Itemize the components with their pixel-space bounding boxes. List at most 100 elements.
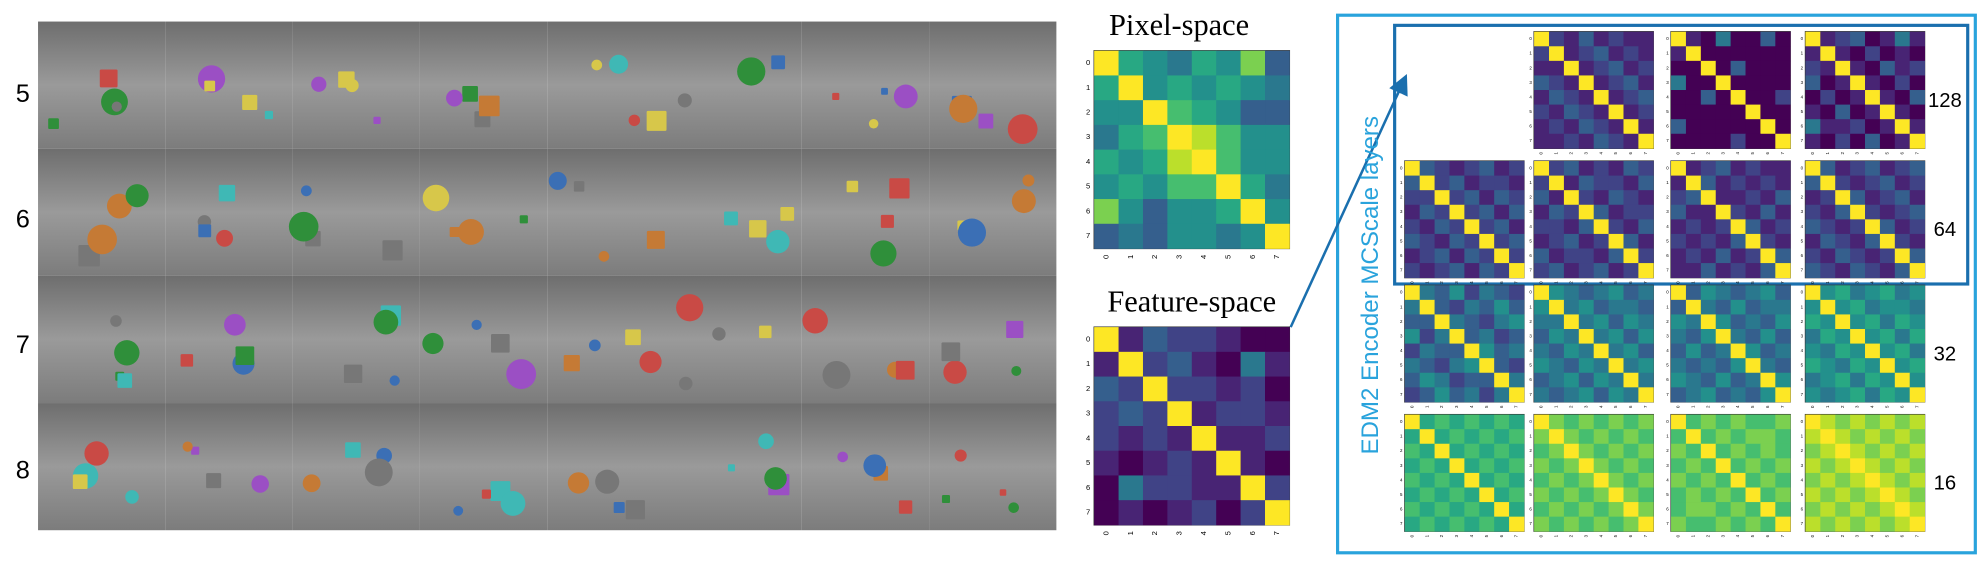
cell: [1638, 46, 1654, 62]
cell: [1464, 487, 1480, 503]
cell: [1775, 343, 1791, 359]
cell: [1578, 443, 1595, 459]
y-tick-label: 3: [1400, 209, 1403, 214]
cell: [1638, 133, 1654, 149]
cell: [1419, 487, 1435, 503]
cell: [1894, 372, 1911, 388]
cell: [1509, 429, 1525, 445]
cell: [1715, 248, 1732, 264]
cell: [1449, 458, 1465, 474]
cell: [1167, 223, 1193, 249]
cell: [1419, 358, 1435, 374]
cell: [1449, 414, 1465, 430]
cell: [1715, 343, 1732, 359]
cell: [1509, 343, 1525, 359]
y-tick-label: 1: [1086, 83, 1090, 92]
cell: [1434, 299, 1450, 315]
y-tick-label: 6: [1529, 253, 1532, 258]
cell: [1775, 119, 1791, 135]
cell: [1894, 133, 1911, 149]
cell: [1835, 90, 1851, 105]
x-tick-label: 7: [1780, 534, 1785, 537]
photo: [165, 403, 293, 531]
y-tick-label: 0: [1666, 419, 1669, 424]
cell: [1449, 372, 1465, 388]
y-tick-label: 4: [1801, 477, 1804, 482]
cell: [1671, 329, 1687, 344]
cell: [1118, 450, 1144, 476]
y-tick-label: 4: [1801, 348, 1804, 353]
cell: [1419, 502, 1435, 518]
cell: [1671, 372, 1687, 388]
cell: [1494, 175, 1510, 191]
cell: [1240, 401, 1266, 427]
y-tick-label: 2: [1529, 448, 1532, 453]
cell: [1449, 219, 1465, 235]
cell: [1894, 60, 1911, 76]
cell: [1730, 104, 1746, 120]
x-tick-label: 5: [1613, 534, 1618, 537]
cell: [1534, 133, 1550, 149]
y-tick-label: 7: [1529, 521, 1532, 526]
cell: [1909, 46, 1925, 62]
cell: [1494, 233, 1510, 249]
cell: [1730, 204, 1746, 220]
cell: [1850, 175, 1866, 191]
x-tick-label: 4: [1870, 151, 1875, 154]
cell: [1623, 190, 1639, 206]
y-tick-label: 7: [1801, 138, 1804, 143]
cell: [1894, 516, 1911, 532]
x-tick-label: 1: [1825, 151, 1830, 154]
cell: [1835, 314, 1851, 330]
object: [625, 500, 645, 520]
cell: [1265, 50, 1290, 76]
x-tick-label: 6: [1499, 534, 1504, 537]
y-tick-label: 0: [1529, 290, 1532, 295]
cell: [1509, 472, 1525, 488]
cell: [1700, 414, 1717, 430]
cell: [1879, 387, 1896, 403]
object: [613, 501, 625, 513]
cell: [1835, 329, 1851, 344]
cell: [1479, 358, 1495, 374]
y-tick-label: 0: [1086, 334, 1090, 343]
cell: [1563, 263, 1580, 279]
x-tick-label: 0: [1409, 405, 1414, 408]
cell: [1494, 314, 1510, 330]
cell: [1760, 299, 1776, 315]
object: [1007, 114, 1038, 145]
cell: [1685, 372, 1702, 388]
object: [893, 84, 918, 109]
y-tick-label: 1: [1666, 434, 1669, 439]
cell: [1909, 414, 1925, 430]
cell: [1479, 458, 1495, 474]
cell: [1671, 429, 1687, 445]
cell: [1419, 429, 1435, 445]
cell: [1404, 414, 1421, 430]
cell: [1509, 219, 1525, 235]
y-tick-label: 1: [1666, 180, 1669, 185]
cell: [1563, 119, 1580, 135]
cell: [1578, 75, 1595, 91]
cell: [1509, 516, 1525, 532]
cell: [1805, 119, 1821, 135]
cell: [1216, 50, 1241, 76]
cell: [1479, 175, 1495, 191]
cell: [1118, 475, 1144, 501]
cell: [1534, 31, 1550, 47]
cell: [1715, 502, 1732, 518]
y-tick-label: 7: [1801, 521, 1804, 526]
y-tick-label: 0: [1529, 165, 1532, 170]
x-tick-label: 3: [1855, 405, 1860, 408]
cell: [1671, 161, 1687, 176]
cell: [1638, 516, 1654, 532]
cell: [1715, 329, 1732, 344]
x-tick-label: 1: [1424, 405, 1429, 408]
cell: [1745, 233, 1761, 249]
cell: [1730, 219, 1746, 235]
cell: [1434, 314, 1450, 330]
cell: [1191, 450, 1217, 476]
cell: [1865, 285, 1881, 301]
cell: [1623, 329, 1639, 344]
photo: [165, 275, 293, 404]
